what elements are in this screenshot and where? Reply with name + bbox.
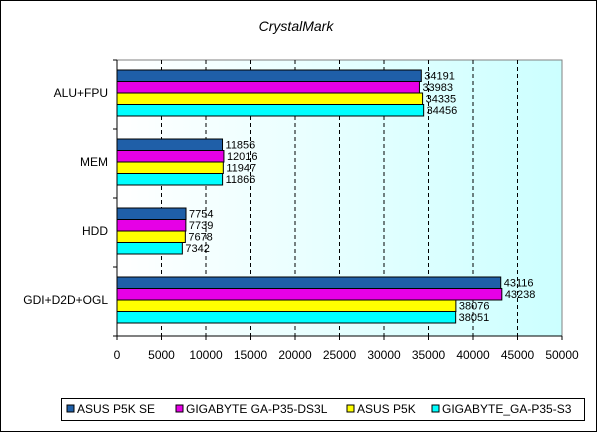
category-label: GDI+D2D+OGL [23,293,108,307]
legend-box [61,398,585,421]
legend-swatch [346,404,355,413]
bar [116,299,457,312]
bar [116,138,224,151]
data-label: 11866 [226,174,256,186]
legend-label: GIGABYTE_GA-P35-S3 [442,402,572,416]
bar [116,230,186,243]
legend-label: ASUS P5K [357,402,416,416]
data-label: 11947 [226,163,256,175]
bar [116,104,425,117]
bar [116,276,502,289]
x-tick-label: 20000 [278,348,312,362]
x-tick-label: 5000 [148,348,175,362]
data-label: 43238 [505,289,536,301]
data-label: 7739 [189,220,213,232]
legend-swatch [66,404,75,413]
bar [116,288,503,301]
x-tick-label: 15000 [234,348,268,362]
bar [116,207,187,220]
x-tick-label: 40000 [456,348,490,362]
legend-label: GIGABYTE GA-P35-DS3L [186,402,328,416]
data-label: 33983 [422,82,453,94]
data-label: 34191 [424,71,455,83]
bar [116,81,420,94]
bar [116,242,183,255]
bar [116,92,424,105]
legend-label: ASUS P5K SE [77,402,155,416]
category-labels: ALU+FPU MEM HDD GDI+D2D+OGL [23,59,117,337]
legend-swatch [431,404,440,413]
category-label: HDD [82,224,108,238]
data-label: 34456 [427,105,458,117]
chart-title: CrystalMark [259,18,335,34]
x-tick-label: 0 [114,348,121,362]
category-label: ALU+FPU [54,86,108,100]
legend: ASUS P5K SE GIGABYTE GA-P35-DS3L ASUS P5K G… [66,402,572,416]
bar [116,69,422,82]
x-axis-ticks: 0 5000 10000 15000 20000 25000 30000 35000 40000… [114,336,579,362]
data-label: 7754 [189,209,213,221]
data-label: 34335 [426,94,457,106]
bar [116,311,457,324]
x-tick-label: 10000 [189,348,223,362]
bar [116,173,224,186]
x-tick-label: 25000 [323,348,357,362]
x-tick-label: 45000 [501,348,535,362]
bar [116,219,187,232]
bar [116,161,224,174]
data-label: 11856 [226,140,256,152]
bar-group [116,69,503,324]
data-label: 43116 [504,278,534,290]
data-label: 38051 [459,312,490,324]
category-label: MEM [80,155,108,169]
x-tick-label: 30000 [367,348,401,362]
x-tick-label: 35000 [412,348,446,362]
bar [116,150,225,163]
data-label: 38076 [459,301,490,313]
data-label: 12016 [227,151,258,163]
x-tick-label: 50000 [545,348,579,362]
data-label: 7342 [185,243,209,255]
data-label: 7678 [188,232,212,244]
legend-swatch [175,404,184,413]
